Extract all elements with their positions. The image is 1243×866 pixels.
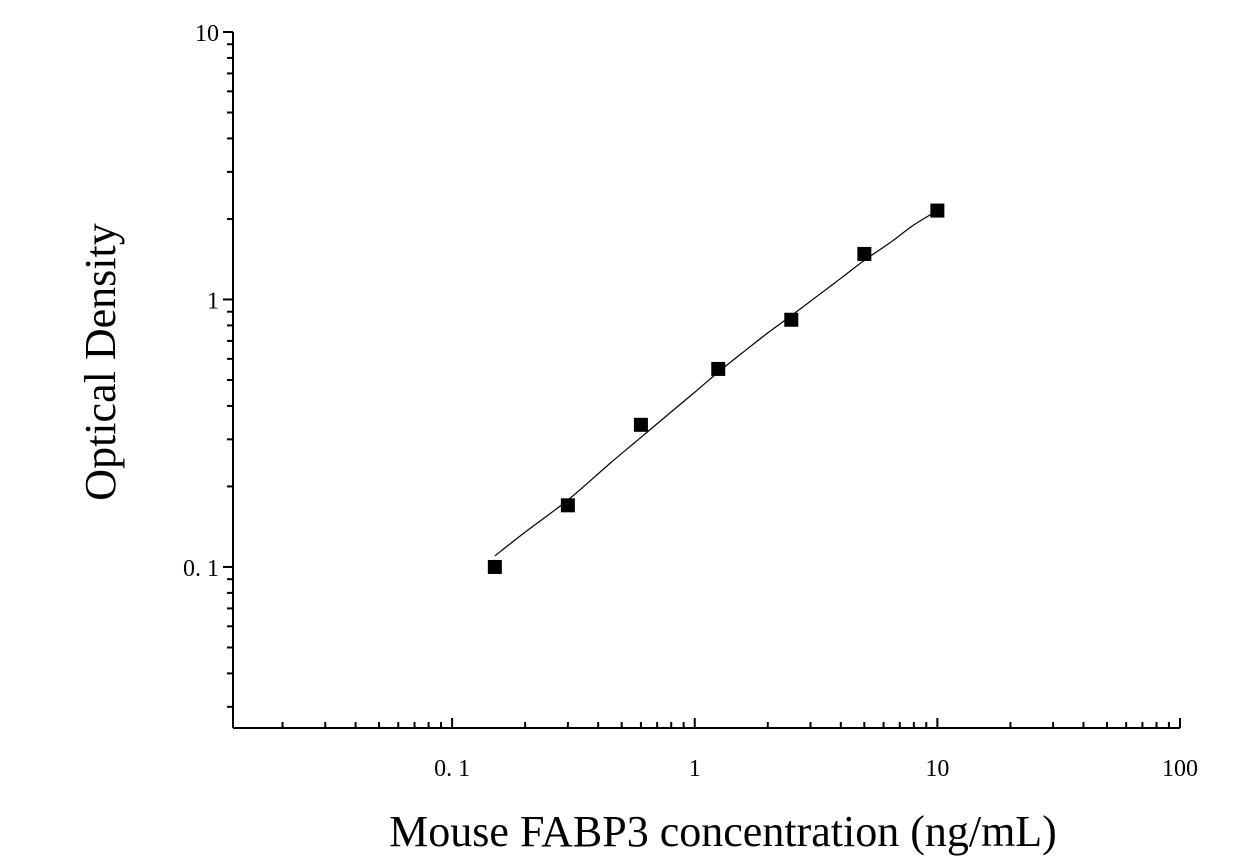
x-ticks xyxy=(281,718,1181,728)
x-tick-label: 0. 1 xyxy=(434,756,470,782)
data-point xyxy=(633,417,648,432)
x-tick-label: 10 xyxy=(925,756,949,782)
x-tick-label: 1 xyxy=(689,756,701,782)
x-tick-label: 100 xyxy=(1162,756,1198,782)
y-tick-label: 10 xyxy=(195,21,219,47)
data-point xyxy=(487,559,502,574)
y-tick-labels: 0. 1 1 10 xyxy=(183,21,219,582)
y-tick-label: 1 xyxy=(207,288,219,314)
data-point xyxy=(930,203,945,218)
y-ticks xyxy=(223,31,233,708)
data-point xyxy=(560,498,575,513)
data-points xyxy=(487,203,945,574)
data-point xyxy=(711,361,726,376)
fit-curve xyxy=(494,210,938,557)
x-axis-title: Mouse FABP3 concentration (ng/mL) xyxy=(389,807,1057,856)
data-point xyxy=(857,246,872,261)
data-point xyxy=(784,312,799,327)
y-tick-label: 0. 1 xyxy=(183,556,219,582)
y-axis-title: Optical Density xyxy=(76,223,125,500)
axes xyxy=(232,32,1180,729)
x-tick-labels: 0. 1 1 10 100 xyxy=(434,756,1198,782)
